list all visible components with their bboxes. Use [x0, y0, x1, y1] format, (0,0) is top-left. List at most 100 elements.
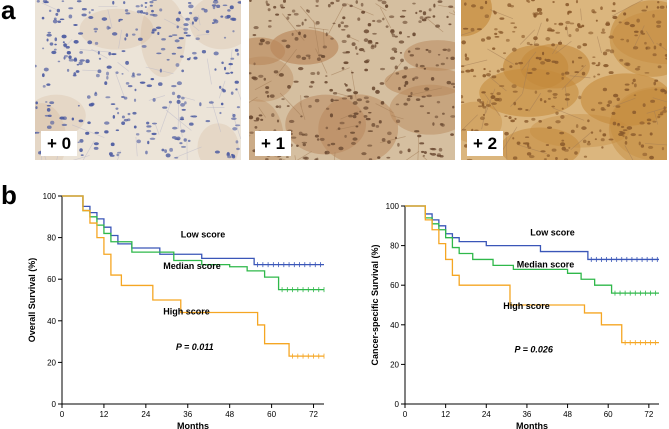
- cell-nucleus: [437, 0, 443, 4]
- cell-nucleus: [359, 110, 362, 113]
- cell-nucleus: [624, 21, 630, 26]
- cell-nucleus: [611, 9, 616, 13]
- cell-nucleus: [551, 43, 555, 47]
- cell-nucleus: [125, 60, 129, 65]
- cell-nucleus: [212, 5, 216, 10]
- cell-nucleus: [335, 0, 340, 2]
- cell-nucleus: [363, 50, 366, 53]
- cell-nucleus: [363, 114, 368, 118]
- cell-nucleus: [647, 145, 654, 149]
- cell-nucleus: [603, 64, 609, 68]
- cell-nucleus: [332, 91, 338, 95]
- cell-nucleus: [586, 142, 591, 146]
- cell-nucleus: [406, 97, 411, 102]
- cell-nucleus: [79, 138, 84, 143]
- cell-nucleus: [213, 51, 219, 56]
- cell-nucleus: [581, 126, 587, 130]
- cell-nucleus: [315, 5, 319, 7]
- cell-nucleus: [499, 31, 504, 34]
- cell-nucleus: [653, 81, 657, 86]
- cell-nucleus: [46, 38, 49, 42]
- cell-nucleus: [553, 96, 557, 99]
- cell-nucleus: [647, 122, 651, 125]
- cell-nucleus: [486, 104, 491, 107]
- cell-nucleus: [94, 92, 98, 97]
- cell-nucleus: [150, 78, 155, 81]
- cell-nucleus: [480, 38, 486, 42]
- cell-nucleus: [136, 139, 141, 144]
- stained-region: [285, 94, 366, 155]
- cell-nucleus: [430, 153, 437, 156]
- cell-nucleus: [279, 4, 284, 8]
- cell-nucleus: [236, 147, 240, 151]
- cell-nucleus: [403, 102, 408, 106]
- cell-nucleus: [73, 72, 77, 76]
- cell-nucleus: [387, 140, 391, 144]
- stroma-fiber: [487, 48, 515, 65]
- cell-nucleus: [442, 112, 445, 115]
- cell-nucleus: [340, 21, 344, 25]
- cell-nucleus: [161, 148, 165, 152]
- cell-nucleus: [390, 29, 395, 34]
- cell-nucleus: [341, 39, 347, 44]
- cell-nucleus: [661, 147, 665, 151]
- cell-nucleus: [88, 103, 94, 107]
- cell-nucleus: [414, 47, 421, 50]
- cell-nucleus: [508, 116, 512, 120]
- cell-nucleus: [93, 142, 99, 146]
- cell-nucleus: [640, 144, 645, 148]
- cell-nucleus: [124, 37, 127, 41]
- stroma-fiber: [461, 30, 476, 36]
- cell-nucleus: [303, 34, 307, 38]
- cell-nucleus: [49, 101, 55, 105]
- y-tick-label: 100: [43, 192, 57, 201]
- cell-nucleus: [235, 88, 238, 91]
- micrograph-score-0: + 0: [35, 0, 241, 160]
- cell-nucleus: [86, 95, 91, 99]
- cell-nucleus: [85, 59, 90, 64]
- x-tick-label: 48: [563, 410, 572, 419]
- cell-nucleus: [136, 73, 142, 76]
- cell-nucleus: [139, 10, 144, 14]
- cell-nucleus: [644, 72, 650, 74]
- cell-nucleus: [201, 7, 205, 11]
- cell-nucleus: [351, 42, 356, 47]
- cell-nucleus: [123, 1, 126, 5]
- cell-nucleus: [42, 84, 46, 88]
- cell-nucleus: [600, 138, 605, 142]
- cell-nucleus: [491, 102, 497, 105]
- stroma-fiber: [521, 51, 537, 71]
- cell-nucleus: [659, 42, 662, 47]
- cell-nucleus: [61, 123, 68, 127]
- cell-nucleus: [641, 9, 647, 12]
- cell-nucleus: [43, 67, 49, 72]
- cell-nucleus: [553, 22, 557, 25]
- cell-nucleus: [545, 37, 551, 41]
- series-label: High score: [503, 301, 550, 311]
- cell-nucleus: [450, 115, 455, 118]
- cell-nucleus: [646, 118, 652, 122]
- cell-nucleus: [151, 132, 157, 136]
- cell-nucleus: [273, 70, 279, 74]
- stroma-fiber: [417, 136, 420, 160]
- cell-nucleus: [482, 74, 487, 78]
- cell-nucleus: [168, 100, 172, 104]
- cell-nucleus: [344, 83, 347, 85]
- cell-nucleus: [620, 131, 625, 135]
- cell-nucleus: [563, 158, 569, 160]
- cell-nucleus: [315, 0, 319, 3]
- cell-nucleus: [131, 75, 136, 78]
- cell-nucleus: [461, 101, 465, 104]
- cell-nucleus: [320, 55, 326, 58]
- cell-nucleus: [559, 131, 565, 135]
- cell-nucleus: [176, 136, 181, 141]
- stroma-fiber: [117, 62, 130, 72]
- cell-nucleus: [581, 65, 584, 68]
- cell-nucleus: [330, 1, 335, 5]
- cell-nucleus: [612, 15, 618, 20]
- cell-nucleus: [275, 105, 279, 108]
- cell-nucleus: [666, 5, 667, 9]
- cell-nucleus: [466, 158, 473, 160]
- cell-nucleus: [127, 84, 133, 88]
- cell-nucleus: [588, 31, 594, 35]
